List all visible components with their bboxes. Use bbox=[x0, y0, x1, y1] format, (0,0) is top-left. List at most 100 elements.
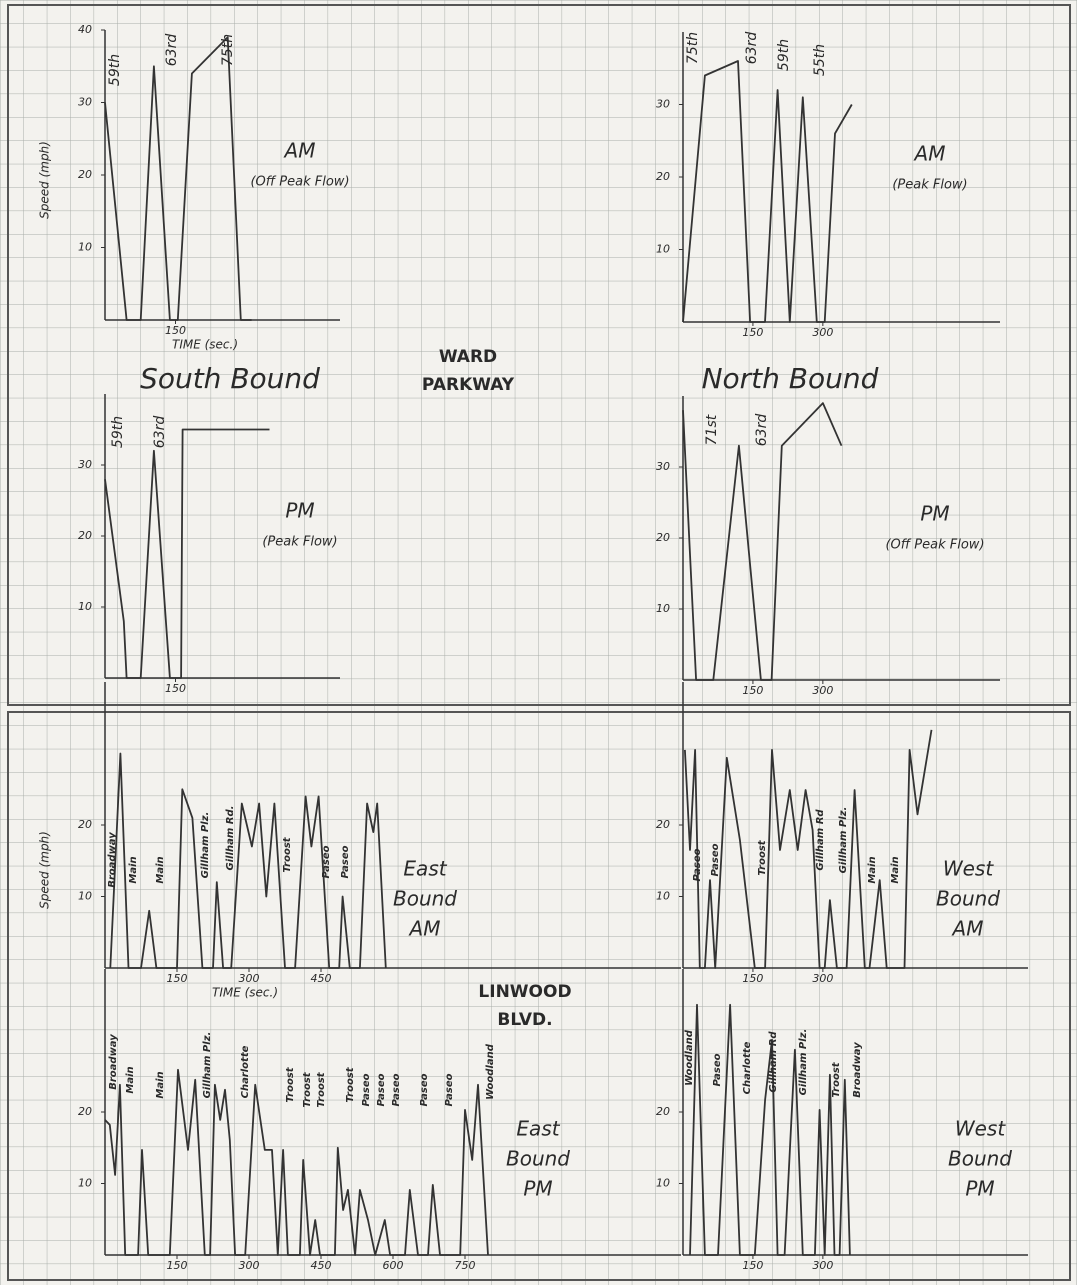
y-tick-label: 20 bbox=[78, 529, 92, 542]
x-tick-label: 750 bbox=[455, 1259, 476, 1272]
street-label: Broadway bbox=[852, 1042, 863, 1098]
street-label: Gillham Plz. bbox=[200, 812, 211, 879]
street-label: Troost bbox=[282, 836, 293, 872]
y-tick-label: 10 bbox=[656, 243, 670, 256]
street-label: Paseo bbox=[321, 845, 332, 878]
street-label: Troost bbox=[316, 1071, 327, 1107]
section-label: PARKWAY bbox=[422, 375, 515, 395]
x-tick-label: 300 bbox=[812, 972, 833, 985]
street-label: 63rd bbox=[754, 414, 770, 447]
x-tick-label: 150 bbox=[165, 324, 186, 337]
street-label: 63rd bbox=[152, 416, 168, 449]
section-label: North Bound bbox=[702, 362, 879, 395]
y-tick-label: 30 bbox=[78, 96, 92, 109]
speed-trace bbox=[682, 60, 853, 323]
y-tick-label: 10 bbox=[78, 890, 92, 903]
street-label: Gillham Rd bbox=[768, 1031, 779, 1093]
street-label: Gillham Plz. bbox=[202, 1032, 213, 1099]
street-label: Troost bbox=[831, 1061, 842, 1097]
speed-trace bbox=[689, 1003, 851, 1256]
panel-title: PM bbox=[523, 1177, 552, 1201]
panel-title: PM bbox=[920, 502, 949, 526]
street-label: 59th bbox=[776, 39, 792, 71]
street-label: 75th bbox=[220, 34, 236, 66]
y-tick-label: 10 bbox=[656, 602, 670, 615]
x-tick-label: 150 bbox=[742, 684, 763, 697]
street-label: Paseo bbox=[376, 1073, 387, 1106]
y-tick-label: 20 bbox=[78, 1105, 92, 1118]
street-label: Woodland bbox=[684, 1029, 695, 1086]
panel-title: West bbox=[955, 1117, 1007, 1141]
street-label: Gillham Rd. bbox=[225, 806, 236, 871]
street-label: Paseo bbox=[444, 1073, 455, 1106]
street-label: Gillham Plz. bbox=[798, 1029, 809, 1096]
street-label: 59th bbox=[107, 54, 123, 86]
street-label: Main bbox=[155, 856, 166, 883]
street-label: 63rd bbox=[164, 34, 180, 67]
street-label: 75th bbox=[685, 32, 701, 64]
y-tick-label: 30 bbox=[656, 460, 670, 473]
street-label: 71st bbox=[704, 414, 720, 445]
street-label: 59th bbox=[110, 416, 126, 448]
x-tick-label: 150 bbox=[167, 972, 188, 985]
y-tick-label: 20 bbox=[78, 818, 92, 831]
y-axis-label: Speed (mph) bbox=[38, 141, 52, 219]
panel-title: AM bbox=[408, 917, 441, 941]
y-tick-label: 20 bbox=[656, 1105, 670, 1118]
street-label: Paseo bbox=[361, 1073, 372, 1106]
street-label: 55th bbox=[812, 44, 828, 76]
frame-bottom bbox=[7, 711, 1071, 1281]
street-label: Main bbox=[867, 856, 878, 883]
street-label: Troost bbox=[757, 839, 768, 875]
street-label: Troost bbox=[285, 1066, 296, 1102]
x-tick-label: 300 bbox=[239, 1259, 260, 1272]
panel-title: East bbox=[516, 1117, 560, 1141]
x-tick-label: 150 bbox=[165, 682, 186, 695]
x-tick-label: 150 bbox=[742, 1259, 763, 1272]
x-tick-label: 150 bbox=[742, 326, 763, 339]
x-tick-label: 150 bbox=[167, 1259, 188, 1272]
x-tick-label: 300 bbox=[812, 326, 833, 339]
panel-title: (Off Peak Flow) bbox=[885, 538, 984, 553]
y-tick-label: 10 bbox=[656, 1177, 670, 1190]
panel-title: East bbox=[403, 857, 447, 881]
panel-title: PM bbox=[965, 1177, 994, 1201]
street-label: Paseo bbox=[391, 1073, 402, 1106]
street-label: Broadway bbox=[108, 1034, 119, 1090]
y-tick-label: 20 bbox=[78, 168, 92, 181]
street-label: Main bbox=[155, 1071, 166, 1098]
x-tick-label: 450 bbox=[311, 972, 332, 985]
speed-trace bbox=[684, 729, 933, 969]
panel-title: (Off Peak Flow) bbox=[250, 175, 349, 190]
y-tick-label: 10 bbox=[78, 600, 92, 613]
street-label: Troost bbox=[302, 1071, 313, 1107]
panel-title: West bbox=[943, 857, 995, 881]
section-label: South Bound bbox=[140, 362, 320, 395]
street-label: Paseo bbox=[710, 843, 721, 876]
x-tick-label: 300 bbox=[812, 684, 833, 697]
y-tick-label: 20 bbox=[656, 531, 670, 544]
x-axis-label: TIME (sec.) bbox=[212, 986, 278, 1000]
x-tick-label: 150 bbox=[742, 972, 763, 985]
panel-title: Bound bbox=[948, 1147, 1012, 1171]
street-label: Woodland bbox=[485, 1043, 496, 1100]
street-label: Charlotte bbox=[742, 1041, 753, 1094]
y-tick-label: 20 bbox=[656, 818, 670, 831]
speed-trace bbox=[682, 402, 843, 681]
street-label: Broadway bbox=[107, 832, 118, 888]
y-tick-label: 20 bbox=[656, 170, 670, 183]
y-axis-label: Speed (mph) bbox=[38, 831, 52, 909]
street-label: 63rd bbox=[744, 32, 760, 65]
x-tick-label: 300 bbox=[812, 1259, 833, 1272]
panel-title: AM bbox=[283, 139, 316, 163]
x-tick-label: 450 bbox=[311, 1259, 332, 1272]
street-label: Charlotte bbox=[240, 1045, 251, 1098]
street-label: Gillham Rd bbox=[815, 809, 826, 871]
panel-title: (Peak Flow) bbox=[262, 535, 337, 550]
street-label: Paseo bbox=[419, 1073, 430, 1106]
panel-title: Bound bbox=[506, 1147, 570, 1171]
section-label: LINWOOD bbox=[478, 982, 571, 1002]
y-tick-label: 10 bbox=[78, 241, 92, 254]
